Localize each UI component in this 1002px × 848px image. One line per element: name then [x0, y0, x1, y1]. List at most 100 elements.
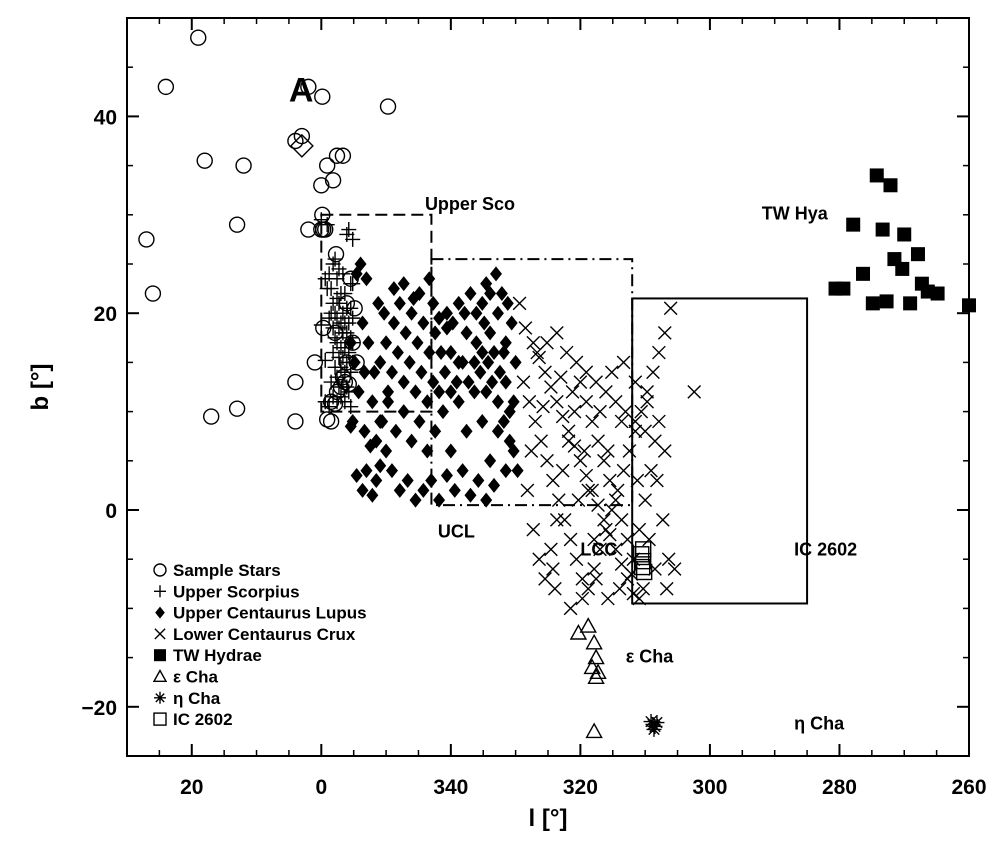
point-sample-stars-37 [287, 373, 304, 391]
point-upper-centaurus-lupus-87 [433, 492, 446, 508]
point-upper-centaurus-lupus-49-shape [362, 335, 375, 351]
point-upper-centaurus-lupus-4 [378, 305, 391, 321]
point-upper-centaurus-lupus-9 [423, 271, 436, 287]
point-upper-scorpius-64 [321, 399, 337, 415]
point-upper-scorpius-20-shape [331, 295, 347, 311]
point-upper-centaurus-lupus-65-shape [456, 354, 469, 370]
point-upper-centaurus-lupus-116-shape [470, 335, 483, 351]
point-upper-scorpius-31 [313, 317, 329, 333]
point-cha-4-shape [646, 721, 662, 737]
point-upper-centaurus-lupus-101 [382, 394, 395, 410]
point-lower-centaurus-crux-20-shape [632, 591, 647, 606]
point-tw-hydrae-16-shape [920, 284, 935, 299]
point-sample-stars-22 [327, 245, 345, 263]
point-tw-hydrae-8-shape [895, 261, 910, 276]
point-lower-centaurus-crux-67 [549, 512, 564, 527]
point-lower-centaurus-crux-4 [538, 365, 552, 380]
point-lower-centaurus-crux-62-shape [520, 483, 535, 498]
point-lower-centaurus-crux-61-shape [657, 444, 672, 458]
point-upper-centaurus-lupus-61-shape [433, 384, 446, 400]
point-upper-centaurus-lupus-10-shape [427, 295, 440, 311]
point-upper-centaurus-lupus-112 [446, 315, 459, 331]
legend-label-ic-2602: IC 2602 [173, 710, 233, 729]
point-lower-centaurus-crux-10-shape [573, 453, 588, 468]
point-lower-centaurus-crux-33 [587, 562, 601, 576]
point-sample-stars-21-shape [144, 285, 162, 302]
point-tw-hydrae-12 [836, 281, 851, 296]
point-upper-centaurus-lupus-58 [415, 364, 428, 380]
point-sample-stars-1 [157, 78, 175, 96]
point-upper-centaurus-lupus-104-shape [399, 325, 412, 341]
point-tw-hydrae-12-shape [836, 281, 851, 296]
point-upper-centaurus-lupus-52 [380, 335, 393, 351]
point-lower-centaurus-crux-37 [610, 483, 625, 498]
point-sample-stars-44 [287, 413, 304, 430]
point-upper-centaurus-lupus-103 [393, 295, 406, 311]
point-lower-centaurus-crux-83 [644, 463, 658, 478]
point-upper-centaurus-lupus-25-shape [511, 463, 524, 479]
point-lower-centaurus-crux-23-shape [528, 414, 543, 429]
point-lower-centaurus-crux-77 [608, 493, 623, 508]
point-lower-centaurus-crux-0 [512, 296, 527, 311]
point-lower-centaurus-crux-103 [640, 394, 654, 409]
point-lower-centaurus-crux-47 [687, 385, 702, 399]
point-upper-centaurus-lupus-6-shape [397, 276, 410, 292]
point-upper-centaurus-lupus-46 [348, 354, 361, 370]
point-upper-centaurus-lupus-22 [499, 374, 512, 390]
point-lower-centaurus-crux-0-shape [512, 296, 527, 311]
point-upper-centaurus-lupus-67-shape [468, 354, 481, 370]
point-upper-scorpius-11 [329, 271, 345, 287]
x-tick-label: 300 [692, 776, 727, 799]
point-upper-centaurus-lupus-74-shape [370, 472, 383, 488]
point-upper-centaurus-lupus-122-shape [505, 315, 518, 331]
point-upper-centaurus-lupus-115-shape [464, 286, 477, 302]
point-lower-centaurus-crux-76 [602, 473, 617, 488]
point-lower-centaurus-crux-95-shape [636, 581, 651, 596]
point-lower-centaurus-crux-89-shape [563, 601, 578, 616]
legend-label-sample-stars: Sample Stars [173, 561, 281, 580]
point-lower-centaurus-crux-28-shape [557, 512, 572, 527]
point-lower-centaurus-crux-101 [616, 355, 631, 370]
point-lower-centaurus-crux-75-shape [597, 453, 611, 468]
point-ic-2602-4 [634, 541, 652, 558]
point-upper-centaurus-lupus-59 [421, 394, 434, 410]
point-lower-centaurus-crux-106 [553, 370, 568, 385]
point-lower-centaurus-crux-111-shape [587, 532, 601, 547]
point-lower-centaurus-crux-8 [561, 424, 576, 439]
point-upper-centaurus-lupus-27 [491, 423, 504, 439]
point-sample-stars-42-shape [322, 413, 340, 430]
point-upper-centaurus-lupus-26-shape [499, 463, 512, 479]
legend-marker-lower-centaurus-crux-shape [154, 628, 166, 640]
point-lower-centaurus-crux-42 [640, 385, 654, 399]
point-upper-centaurus-lupus-35 [429, 423, 442, 439]
point-upper-centaurus-lupus-47 [344, 335, 357, 351]
point-upper-centaurus-lupus-88 [440, 468, 453, 484]
point-upper-centaurus-lupus-84-shape [409, 492, 422, 508]
point-upper-centaurus-lupus-89-shape [448, 482, 461, 498]
legend-marker-ic-2602-shape [153, 712, 167, 726]
point-upper-centaurus-lupus-1 [354, 256, 367, 272]
point-upper-centaurus-lupus-26 [499, 463, 512, 479]
point-lower-centaurus-crux-14 [597, 512, 611, 527]
point-upper-centaurus-lupus-29-shape [476, 413, 489, 429]
point-lower-centaurus-crux-42-shape [640, 385, 654, 399]
point-lower-centaurus-crux-7-shape [555, 409, 570, 424]
point-lower-centaurus-crux-61 [657, 444, 672, 458]
point-upper-centaurus-lupus-105 [405, 305, 418, 321]
point-upper-centaurus-lupus-97 [358, 423, 371, 439]
point-upper-centaurus-lupus-96-shape [344, 418, 357, 434]
point-upper-centaurus-lupus-76 [360, 463, 373, 479]
point-lower-centaurus-crux-29 [563, 532, 578, 547]
point-upper-centaurus-lupus-38-shape [405, 433, 418, 449]
x-axis-label: l [°] [529, 805, 568, 832]
point-lower-centaurus-crux-72-shape [579, 394, 594, 409]
point-lower-centaurus-crux-69 [561, 434, 576, 448]
point-upper-centaurus-lupus-125 [501, 295, 514, 311]
point-upper-centaurus-lupus-53-shape [385, 364, 398, 380]
point-upper-centaurus-lupus-80-shape [380, 443, 393, 459]
point-sample-stars-43-shape [318, 411, 336, 428]
point-tw-hydrae-14 [879, 294, 894, 309]
point-upper-centaurus-lupus-93-shape [480, 492, 493, 508]
point-lower-centaurus-crux-86 [661, 552, 676, 567]
